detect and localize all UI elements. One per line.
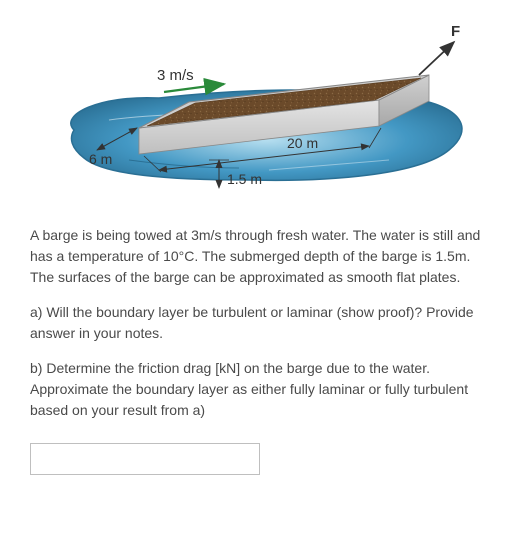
velocity-arrow (164, 84, 224, 92)
intro-paragraph: A barge is being towed at 3m/s through f… (30, 225, 497, 288)
force-arrow (419, 42, 454, 75)
part-a-paragraph: a) Will the boundary layer be turbulent … (30, 302, 497, 344)
barge-figure: 3 m/s F 20 m 6 m 1.5 m (30, 20, 497, 200)
velocity-label: 3 m/s (157, 67, 194, 84)
answer-input[interactable] (30, 443, 260, 475)
barge-svg: 3 m/s F 20 m 6 m 1.5 m (49, 20, 479, 200)
dim-width-label: 6 m (89, 151, 112, 167)
force-label: F (451, 23, 460, 40)
part-b-paragraph: b) Determine the friction drag [kN] on t… (30, 358, 497, 421)
dim-length-label: 20 m (287, 135, 318, 151)
dim-depth-label: 1.5 m (227, 171, 262, 187)
